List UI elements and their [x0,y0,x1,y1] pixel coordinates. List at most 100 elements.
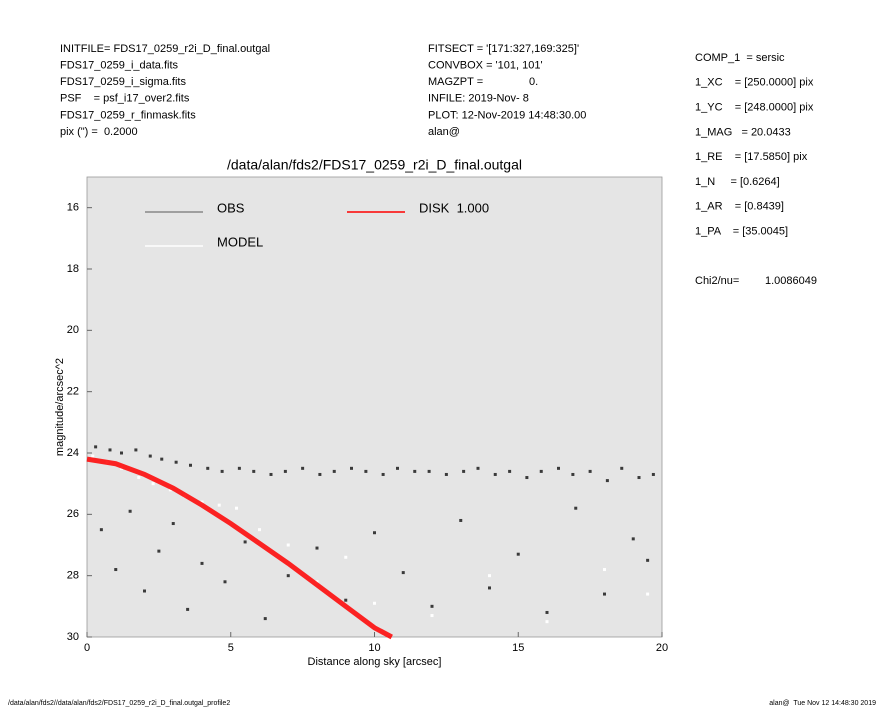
data-point [168,488,172,492]
header-line: PSF = psf_i17_over2.fits [60,93,190,105]
data-point [206,466,210,470]
data-point [332,469,336,473]
data-point [539,469,543,473]
data-point [603,568,606,572]
data-point [120,451,123,455]
data-point [459,518,463,522]
data-point [557,466,560,470]
data-point [243,540,247,544]
header-line: FDS17_0259_i_sigma.fits [60,76,186,88]
header-line: MAGZPT = 0. [428,76,538,88]
data-point [427,469,431,473]
data-point [137,476,141,480]
footer-right: alan@ Tue Nov 12 14:48:30 2019 [769,700,876,707]
data-point [588,469,592,473]
y-tick-label: 28 [67,570,79,582]
header-line: INFILE: 2019-Nov- 8 [428,93,529,105]
data-point [605,479,609,483]
header-line: FDS17_0259_r_finmask.fits [60,109,196,121]
param-line: 1_RE = [17.5850] pix [695,151,808,163]
legend-label: OBS [217,200,245,215]
data-point [143,589,146,593]
plot-area [86,176,663,638]
header-line: FITSECT = '[171:327,169:325]' [428,43,579,55]
data-point [269,472,273,476]
x-tick-label: 5 [228,642,234,654]
footer-left: /data/alan/fds2//data/alan/fds2/FDS17_02… [8,700,230,707]
data-point [151,482,155,486]
data-point [430,604,434,608]
data-point [114,568,118,572]
header-line: alan@ [428,126,460,138]
x-tick-label: 0 [84,642,90,654]
data-point [189,463,192,467]
data-point [286,543,290,547]
data-point [430,614,434,618]
header-line: pix (") = 0.2000 [60,126,138,138]
data-point [174,460,178,464]
data-point [252,469,256,473]
data-point [603,592,606,596]
data-point [134,448,138,452]
data-point [396,466,399,470]
data-point [258,528,261,532]
x-tick-label: 20 [656,642,668,654]
data-point [286,574,290,578]
data-point [545,610,549,614]
data-point [516,552,520,556]
data-point [99,528,103,532]
data-point [462,469,466,473]
data-point [301,466,305,470]
data-point [200,561,204,565]
header-line: PLOT: 12-Nov-2019 14:48:30.00 [428,109,586,121]
y-tick-label: 24 [67,447,79,459]
data-point [283,469,287,473]
header-line: FDS17_0259_i_data.fits [60,60,179,72]
data-point [413,469,417,473]
data-point [263,617,267,621]
y-tick-label: 20 [67,324,79,336]
param-line: 1_MAG = 20.0433 [695,126,791,138]
data-point [364,469,368,473]
data-point [646,558,650,562]
data-point [381,472,385,476]
data-point [160,457,164,461]
data-point [574,506,578,510]
data-point [108,448,112,452]
header-line: INITFILE= FDS17_0259_r2i_D_final.outgal [60,43,270,55]
data-point [545,620,549,624]
y-tick-label: 30 [67,631,79,643]
x-tick-label: 15 [512,642,524,654]
y-tick-label: 18 [67,263,79,275]
data-point [488,586,491,590]
data-point [237,466,241,470]
data-point [148,454,152,458]
param-line: 1_YC = [248.0000] pix [695,102,814,114]
data-point [200,500,204,504]
data-point [217,503,221,507]
y-tick-label: 26 [67,508,79,520]
data-point [525,476,529,480]
data-point [157,549,161,553]
data-point [620,466,624,470]
data-point [373,531,376,535]
param-line: 1_XC = [250.0000] pix [695,77,814,89]
y-tick-label: 16 [67,202,79,214]
data-point [646,592,650,596]
data-point [220,469,224,473]
data-point [476,466,480,470]
data-point [318,472,322,476]
model-line [86,456,393,640]
param-line: 1_N = [0.6264] [695,176,780,188]
data-point [488,574,491,578]
param-line: 1_PA = [35.0045] [695,226,788,238]
data-point [128,509,132,513]
header-line: CONVBOX = '101, 101' [428,60,543,72]
data-point [651,472,655,476]
chi2-value: 1.0086049 [765,275,817,287]
x-axis-label: Distance along sky [arcsec] [308,656,442,668]
data-point [571,472,575,476]
data-point [493,472,497,476]
y-tick-label: 22 [67,386,79,398]
param-line: 1_AR = [0.8439] [695,201,784,213]
